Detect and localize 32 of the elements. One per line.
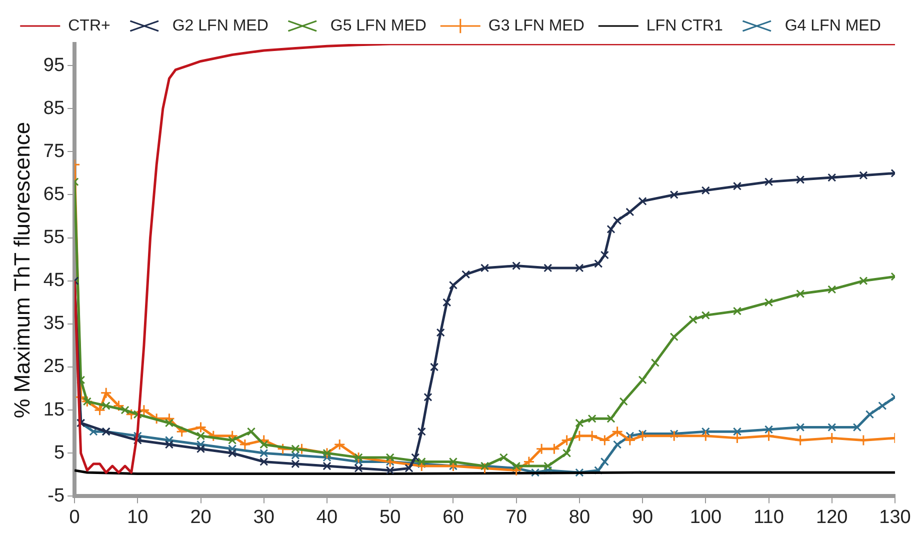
x-tick-label: 40 <box>316 506 338 528</box>
x-tick-label: 120 <box>816 506 848 528</box>
legend-label: G5 LFN MED <box>330 17 426 34</box>
x-tick-label: 50 <box>380 506 401 528</box>
y-tick-label: 55 <box>43 227 65 248</box>
x-tick-label: 90 <box>632 506 654 528</box>
y-tick-label: 95 <box>43 54 65 76</box>
legend-label: G2 LFN MED <box>172 17 268 34</box>
legend-label: G4 LFN MED <box>784 17 881 34</box>
y-tick-label: 85 <box>43 98 65 119</box>
y-tick-label: 45 <box>43 270 65 292</box>
y-tick-label: 35 <box>43 313 65 334</box>
y-tick-label: -5 <box>48 485 65 506</box>
y-tick-label: 25 <box>43 356 65 378</box>
x-tick-label: 110 <box>754 506 784 528</box>
x-tick-label: 20 <box>190 506 212 528</box>
x-tick-label: 130 <box>879 506 911 528</box>
x-tick-label: 70 <box>506 506 527 528</box>
y-tick-label: 15 <box>43 399 65 420</box>
x-tick-label: 10 <box>127 506 148 528</box>
legend-label: G3 LFN MED <box>488 17 584 34</box>
y-tick-label: 75 <box>43 140 65 162</box>
legend-label: CTR+ <box>68 17 110 34</box>
y-tick-label: 65 <box>43 184 65 205</box>
y-axis-title: % Maximum ThT fluorescence <box>9 122 34 418</box>
x-tick-label: 100 <box>690 506 722 528</box>
y-tick-label: 5 <box>54 442 65 464</box>
x-tick-label: 80 <box>568 506 590 528</box>
legend-label: LFN CTR1 <box>646 17 723 34</box>
x-tick-label: 0 <box>69 506 80 528</box>
x-tick-label: 30 <box>253 506 274 528</box>
x-tick-label: 60 <box>442 506 464 528</box>
